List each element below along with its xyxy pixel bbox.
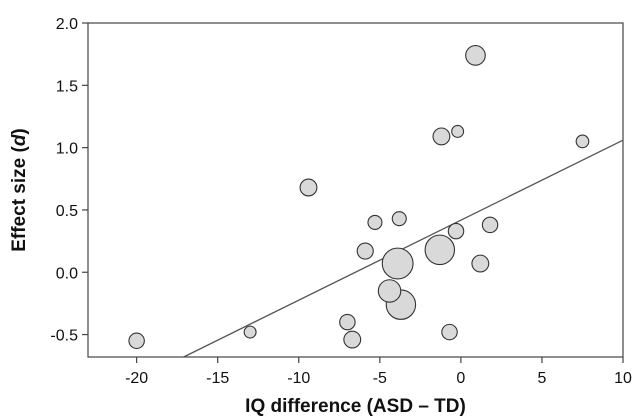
data-point xyxy=(432,127,451,146)
data-point xyxy=(471,254,490,273)
data-point xyxy=(377,279,402,303)
regression-line xyxy=(183,139,624,358)
x-tick-label: -15 xyxy=(206,370,229,387)
y-axis-label-prefix: Effect size ( xyxy=(9,146,30,252)
plot-frame xyxy=(87,22,624,358)
x-tick-label: -10 xyxy=(287,370,310,387)
data-point xyxy=(381,247,414,280)
x-axis-label: IQ difference (ASD – TD) xyxy=(245,396,466,417)
data-point xyxy=(128,332,145,350)
data-point xyxy=(465,45,486,66)
data-point xyxy=(481,216,499,234)
y-axis: -0.5 0.0 0.5 1.0 1.5 2.0 xyxy=(50,16,88,345)
data-point xyxy=(424,234,456,266)
y-tick-label: 0.0 xyxy=(56,265,78,282)
y-tick-label: 1.5 xyxy=(56,78,78,95)
plot-area xyxy=(87,22,624,358)
data-point xyxy=(299,178,318,197)
y-axis-label: Effect size (d) xyxy=(9,128,30,252)
x-tick-label: -20 xyxy=(125,370,148,387)
data-point xyxy=(451,124,465,138)
x-tick-label: -5 xyxy=(373,370,387,387)
data-point xyxy=(343,330,362,349)
data-point xyxy=(447,222,465,240)
data-point xyxy=(367,214,383,230)
data-point xyxy=(243,325,257,339)
data-point xyxy=(356,242,374,260)
x-tick-label: 5 xyxy=(537,370,546,387)
y-axis-label-symbol: d xyxy=(9,134,30,146)
data-point xyxy=(339,313,356,331)
y-tick-label: 2.0 xyxy=(56,16,78,33)
x-tick-label: 10 xyxy=(614,370,632,387)
y-tick-label: -0.5 xyxy=(50,328,78,345)
data-point xyxy=(575,134,590,149)
x-axis: -20 -15 -10 -5 0 5 10 xyxy=(125,357,632,387)
x-tick-label: 0 xyxy=(456,370,465,387)
y-axis-label-suffix: ) xyxy=(9,128,30,134)
y-tick-label: 1.0 xyxy=(56,141,78,158)
data-point xyxy=(391,211,407,227)
data-point xyxy=(441,323,458,341)
y-tick-label: 0.5 xyxy=(56,203,78,220)
